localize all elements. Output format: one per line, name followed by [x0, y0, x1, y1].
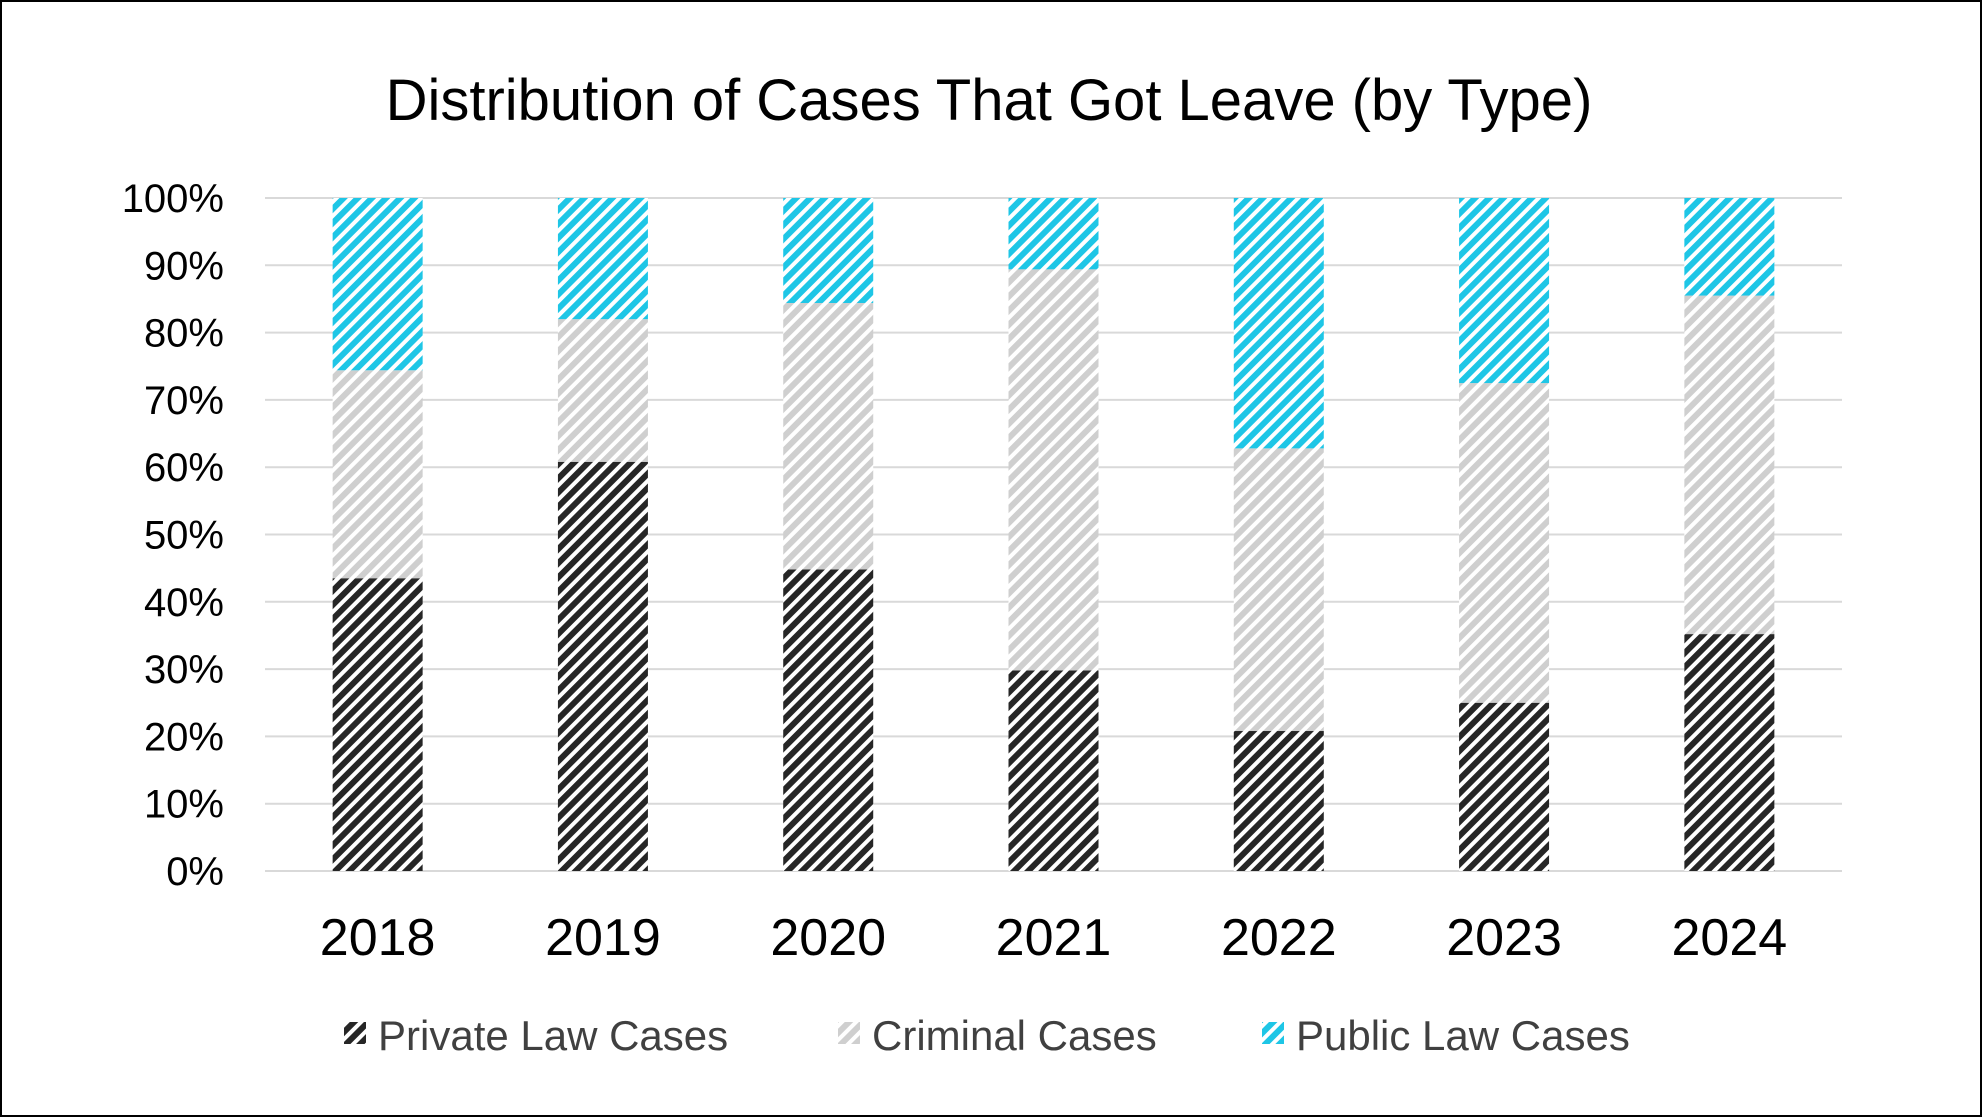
x-tick-label: 2023: [1446, 909, 1562, 967]
y-tick-label: 90%: [144, 244, 224, 288]
bar-segment-public-law-cases: [332, 198, 423, 371]
x-axis-ticks: 2018 2019 2020 2021 2022 2023 2024: [320, 909, 1787, 967]
x-tick-label: 2024: [1672, 909, 1788, 967]
bar-segment-public-law-cases: [783, 198, 874, 303]
y-tick-label: 40%: [144, 581, 224, 625]
x-tick-label: 2018: [320, 909, 436, 967]
y-tick-label: 30%: [144, 648, 224, 692]
bar-segment-public-law-cases: [1233, 198, 1324, 449]
bar-segment-private-law-cases: [1008, 670, 1099, 871]
bar-segment-criminal-cases: [1459, 383, 1550, 703]
y-tick-label: 0%: [166, 850, 224, 894]
bar-segment-private-law-cases: [1459, 702, 1550, 871]
y-tick-label: 70%: [144, 379, 224, 423]
y-tick-label: 100%: [122, 177, 224, 221]
bar-segment-private-law-cases: [783, 569, 874, 871]
x-tick-label: 2020: [770, 909, 886, 967]
bar-segment-criminal-cases: [783, 302, 874, 570]
bar-segment-criminal-cases: [1233, 448, 1324, 732]
y-tick-label: 50%: [144, 514, 224, 558]
y-tick-label: 10%: [144, 783, 224, 827]
bar-segment-public-law-cases: [557, 198, 648, 320]
legend-label: Public Law Cases: [1296, 1012, 1630, 1059]
legend-label: Criminal Cases: [872, 1012, 1157, 1059]
bar-segment-private-law-cases: [1684, 634, 1775, 871]
bar-segment-public-law-cases: [1459, 198, 1550, 384]
bar-segment-criminal-cases: [557, 319, 648, 462]
chart-title: Distribution of Cases That Got Leave (by…: [386, 68, 1593, 133]
bar-segment-criminal-cases: [1684, 295, 1775, 635]
y-tick-label: 60%: [144, 446, 224, 490]
y-tick-label: 80%: [144, 312, 224, 356]
bar-segment-criminal-cases: [1008, 269, 1099, 671]
y-tick-label: 20%: [144, 715, 224, 759]
bar-segment-private-law-cases: [332, 578, 423, 871]
y-axis-ticks: 0% 10% 20% 30% 40% 50% 60% 70% 80% 90% 100%: [122, 177, 224, 894]
bar-segment-private-law-cases: [1233, 731, 1324, 871]
legend-swatch: [838, 1022, 860, 1044]
legend-label: Private Law Cases: [378, 1012, 728, 1059]
bars: [332, 198, 1775, 871]
bar-segment-public-law-cases: [1684, 198, 1775, 296]
x-tick-label: 2021: [996, 909, 1112, 967]
bar-segment-private-law-cases: [557, 461, 648, 871]
bar-segment-criminal-cases: [332, 370, 423, 579]
bar-segment-public-law-cases: [1008, 198, 1099, 270]
legend: Private Law Cases Criminal Cases Public La…: [344, 1012, 1630, 1059]
legend-swatch: [1262, 1022, 1284, 1044]
legend-swatch: [344, 1022, 366, 1044]
x-tick-label: 2022: [1221, 909, 1337, 967]
x-tick-label: 2019: [545, 909, 661, 967]
